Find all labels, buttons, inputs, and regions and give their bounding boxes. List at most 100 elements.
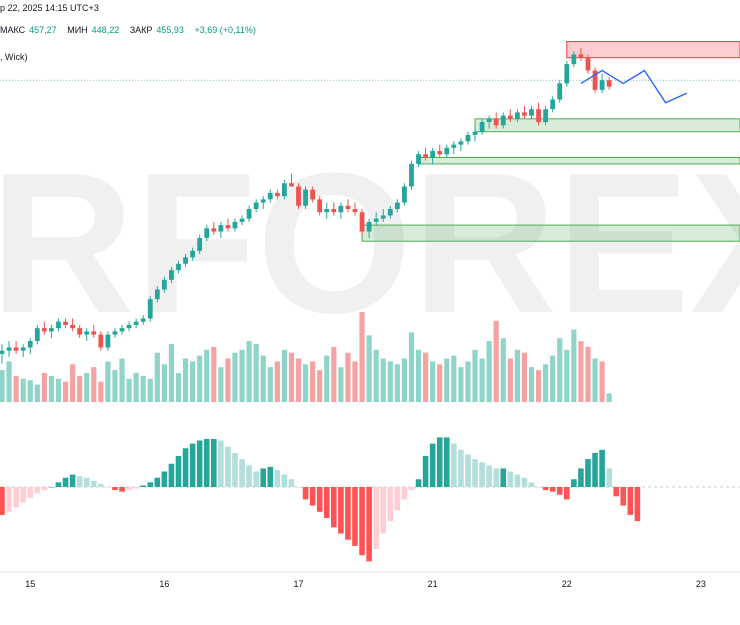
histogram-bar bbox=[564, 487, 570, 500]
histogram-bar bbox=[105, 487, 111, 488]
volume-bar bbox=[119, 358, 125, 402]
candle-body bbox=[267, 192, 273, 200]
histogram-bar bbox=[41, 487, 48, 491]
histogram-bar bbox=[521, 477, 528, 487]
candle-body bbox=[98, 334, 104, 348]
candle-body bbox=[402, 186, 407, 203]
candle-body bbox=[183, 257, 188, 264]
volume-bar bbox=[493, 320, 499, 402]
ohlc-change: +3,69 (+0,11%) bbox=[194, 25, 256, 35]
histogram-bar bbox=[620, 487, 627, 506]
volume-bar bbox=[550, 355, 556, 402]
volume-bar bbox=[0, 370, 5, 402]
histogram-bar bbox=[535, 487, 542, 488]
histogram-bar bbox=[112, 487, 118, 491]
histogram-bar bbox=[472, 459, 478, 487]
volume-bar bbox=[288, 352, 295, 402]
candle-body bbox=[303, 189, 308, 206]
ohlc-close-label: ЗАКР bbox=[129, 25, 153, 35]
header-date-text: р 22, 2025 14:15 UTC+3 bbox=[0, 3, 99, 13]
histogram-bar bbox=[613, 487, 620, 497]
time-axis-label: 21 bbox=[428, 579, 438, 589]
histogram-bar bbox=[232, 452, 238, 487]
candle-body bbox=[140, 318, 146, 322]
histogram-bar bbox=[0, 487, 5, 515]
watermark: RFOREX bbox=[0, 132, 740, 355]
histogram-bar bbox=[578, 468, 584, 487]
time-axis: 15 16 17 21 22 23 bbox=[25, 579, 706, 589]
histogram-bar bbox=[55, 482, 62, 487]
volume-bar bbox=[197, 355, 203, 402]
volume-bar bbox=[507, 358, 513, 402]
volume-bar bbox=[168, 344, 175, 402]
volume-bar bbox=[599, 361, 605, 402]
candle-body bbox=[169, 270, 174, 280]
volume-bar bbox=[154, 352, 160, 402]
ohlc-legend: МАКС 457,27 МИН 448,22 ЗАКР 455,93 +3,69 (+… bbox=[0, 25, 260, 35]
volume-bar bbox=[458, 367, 464, 402]
volume-bar bbox=[479, 358, 485, 402]
volume-bar bbox=[246, 341, 252, 402]
candle-body bbox=[380, 215, 386, 219]
ohlc-low-label: МИН bbox=[67, 25, 88, 35]
candle-body bbox=[84, 331, 90, 335]
candle-body bbox=[522, 112, 527, 116]
zone-support-2 bbox=[418, 156, 740, 165]
candle-body bbox=[557, 83, 563, 100]
volume-bar bbox=[352, 361, 358, 402]
volume-bar bbox=[175, 373, 182, 402]
candle-body bbox=[282, 183, 287, 197]
candle-body bbox=[289, 183, 294, 187]
histogram-bar bbox=[218, 440, 224, 487]
volume-bar bbox=[161, 364, 167, 402]
histogram-bar bbox=[133, 487, 139, 489]
histogram-bar bbox=[556, 487, 563, 495]
candle-body bbox=[387, 209, 393, 216]
volume-bar bbox=[514, 349, 520, 402]
volume-bar bbox=[415, 349, 422, 402]
volume-bar bbox=[34, 384, 40, 402]
candle-body bbox=[77, 328, 83, 335]
volume-bar bbox=[310, 361, 316, 402]
volume-bar bbox=[295, 358, 302, 402]
volume-bar bbox=[585, 346, 591, 402]
histogram-bar bbox=[338, 487, 344, 534]
candle-body bbox=[352, 209, 358, 213]
histogram-bar bbox=[309, 487, 316, 506]
volume-bar bbox=[218, 367, 224, 402]
histogram-bar bbox=[27, 487, 34, 498]
volume-bar bbox=[408, 332, 415, 402]
histogram-bar bbox=[119, 487, 125, 492]
volume-bar bbox=[239, 349, 245, 402]
indicator-legend: , Wick) bbox=[0, 52, 32, 62]
candle-body bbox=[133, 321, 139, 325]
candle-body bbox=[218, 225, 224, 232]
candle-body bbox=[437, 151, 443, 155]
histogram-bar bbox=[542, 487, 549, 491]
candle-body bbox=[472, 131, 478, 135]
histogram-bar bbox=[175, 456, 182, 487]
volume-bar bbox=[359, 312, 365, 402]
candle-body bbox=[246, 209, 252, 219]
histogram-bar bbox=[76, 476, 83, 487]
histogram-bar bbox=[479, 462, 485, 487]
ohlc-high-label: МАКС bbox=[0, 25, 26, 35]
volume-bars bbox=[0, 312, 612, 402]
histogram-bar bbox=[373, 487, 379, 549]
histogram-bar bbox=[154, 477, 161, 487]
zone-support-1 bbox=[474, 118, 740, 133]
candle-body bbox=[253, 202, 259, 209]
candle-body bbox=[359, 212, 365, 232]
histogram-bar bbox=[436, 437, 443, 487]
volume-bar bbox=[578, 341, 584, 402]
volume-bar bbox=[380, 358, 386, 402]
ohlc-close: ЗАКР 455,93 bbox=[130, 25, 188, 35]
time-axis-label: 17 bbox=[294, 579, 304, 589]
volume-bar bbox=[557, 338, 563, 402]
candle-body bbox=[310, 189, 316, 200]
volume-bar bbox=[133, 373, 139, 402]
histogram-bar bbox=[443, 437, 450, 487]
volume-bar bbox=[274, 361, 280, 402]
histogram-bar bbox=[465, 454, 471, 487]
candle-body bbox=[190, 250, 196, 258]
